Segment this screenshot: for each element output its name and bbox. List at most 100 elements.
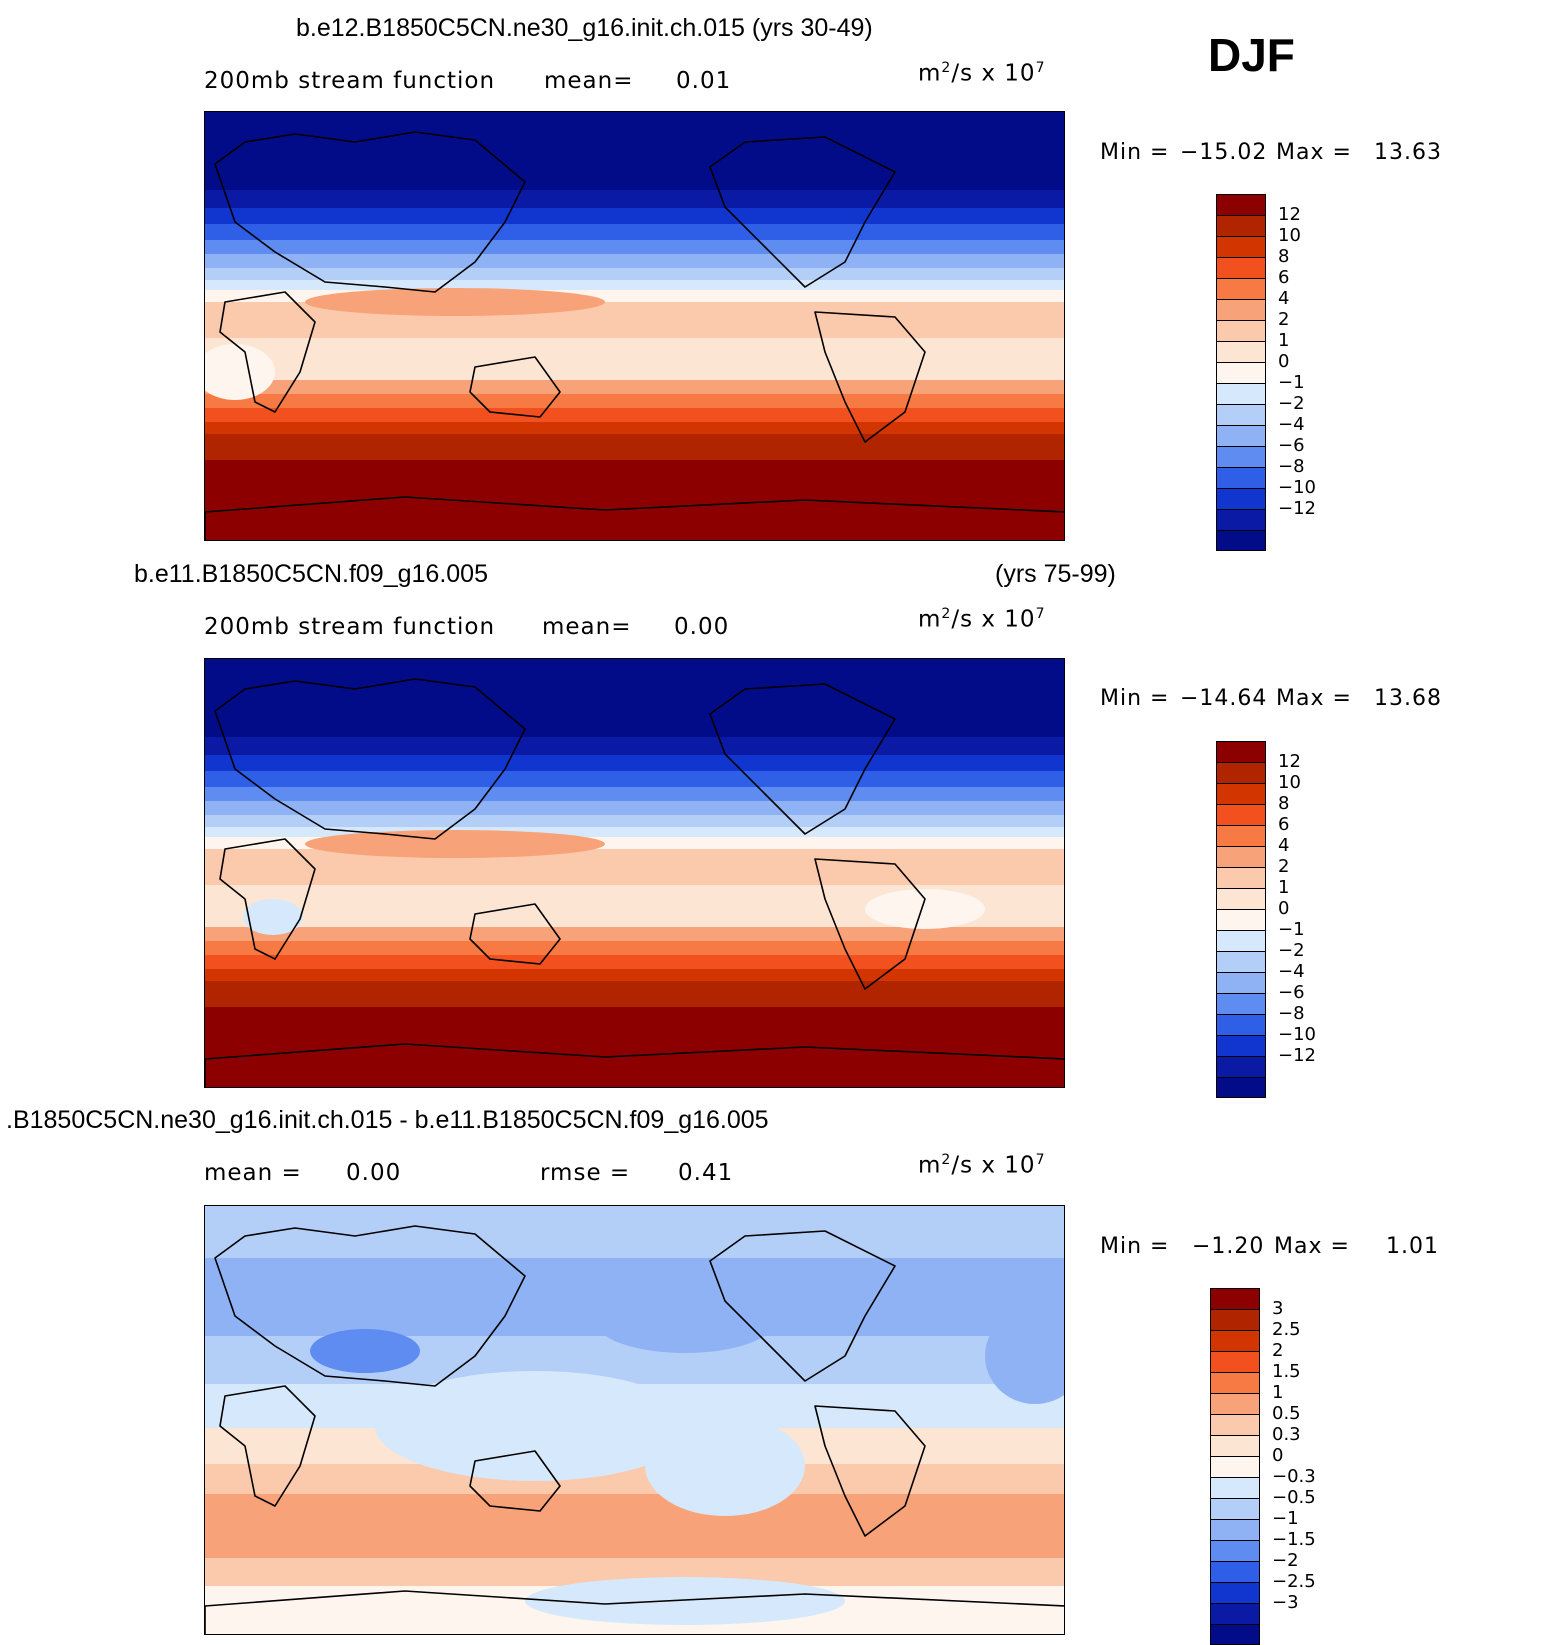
- colorbar-tick-label: 4: [1278, 835, 1290, 856]
- colorbar-swatch: [1210, 1540, 1260, 1561]
- colorbar-tick-label: 6: [1278, 267, 1290, 288]
- colorbar-tick-label: 0: [1278, 898, 1290, 919]
- colorbar-tick-label: 10: [1278, 225, 1301, 246]
- colorbar-swatch: [1216, 846, 1266, 867]
- colorbar-tick-label: 1: [1278, 330, 1290, 351]
- colorbar-tick-label: 12: [1278, 751, 1301, 772]
- colorbar-swatch: [1216, 341, 1266, 362]
- colorbar-swatch: [1216, 488, 1266, 509]
- colorbar-swatch: [1210, 1519, 1260, 1540]
- panel3-min-value: −1.20: [1192, 1234, 1265, 1259]
- colorbar-tick-label: 8: [1278, 246, 1290, 267]
- panel3-map: [204, 1205, 1065, 1635]
- colorbar-swatch: [1210, 1414, 1260, 1435]
- colorbar-swatch: [1216, 425, 1266, 446]
- panel2-min-label: Min =: [1100, 686, 1170, 711]
- colorbar-tick-label: 1: [1278, 877, 1290, 898]
- panel1-units: m2/s x 107: [918, 60, 1046, 87]
- panel1-mean-value: 0.01: [676, 68, 732, 94]
- colorbar-tick-label: 2: [1272, 1340, 1284, 1361]
- colorbar-tick-label: −6: [1278, 435, 1305, 456]
- colorbar-swatch: [1216, 1035, 1266, 1056]
- panel3-max-label: Max =: [1274, 1234, 1350, 1259]
- panel2-mean-label: mean=: [542, 614, 632, 640]
- colorbar-swatch: [1210, 1582, 1260, 1603]
- colorbar-swatch: [1216, 509, 1266, 530]
- colorbar-tick-label: −8: [1278, 1003, 1305, 1024]
- colorbar-tick-label: 1: [1272, 1382, 1284, 1403]
- colorbar-swatch: [1216, 762, 1266, 783]
- panel1-title: b.e12.B1850C5CN.ne30_g16.init.ch.015 (yr…: [296, 14, 873, 42]
- colorbar-tick-label: −1: [1278, 372, 1305, 393]
- colorbar-tick-label: 1.5: [1272, 1361, 1301, 1382]
- colorbar-swatch: [1216, 278, 1266, 299]
- panel2-field: 200mb stream function: [204, 614, 496, 640]
- panel2-map: [204, 658, 1065, 1088]
- panel2-max-label: Max =: [1276, 686, 1352, 711]
- colorbar-swatch: [1210, 1351, 1260, 1372]
- colorbar-swatch: [1216, 215, 1266, 236]
- colorbar-swatch: [1210, 1435, 1260, 1456]
- panel1-min-label: Min =: [1100, 140, 1170, 165]
- colorbar-swatch: [1210, 1372, 1260, 1393]
- colorbar-tick-label: −2.5: [1272, 1571, 1316, 1592]
- panel3-rmse-value: 0.41: [678, 1160, 734, 1186]
- panel2-title: b.e11.B1850C5CN.f09_g16.005: [134, 560, 488, 588]
- colorbar-frame: [1216, 741, 1266, 1098]
- season-label: DJF: [1208, 29, 1295, 81]
- colorbar-tick-label: 2: [1278, 856, 1290, 877]
- panel1-map-svg: [205, 112, 1064, 540]
- panel3-map-svg: [205, 1206, 1064, 1634]
- colorbar-tick-label: −10: [1278, 1024, 1316, 1045]
- colorbar-tick-label: −2: [1278, 940, 1305, 961]
- colorbar-tick-label: −2: [1272, 1550, 1299, 1571]
- colorbar-tick-label: 4: [1278, 288, 1290, 309]
- colorbar-tick-label: −4: [1278, 414, 1305, 435]
- colorbar-tick-label: −2: [1278, 393, 1305, 414]
- colorbar-swatch: [1210, 1498, 1260, 1519]
- panel3-mean-value: 0.00: [346, 1160, 402, 1186]
- colorbar-swatch: [1216, 888, 1266, 909]
- colorbar-tick-label: −1.5: [1272, 1529, 1316, 1550]
- colorbar-swatch: [1216, 783, 1266, 804]
- colorbar-tick-label: 10: [1278, 772, 1301, 793]
- panel3-rmse-label: rmse =: [540, 1160, 631, 1186]
- colorbar-swatch: [1216, 825, 1266, 846]
- panel1-min-value: −15.02: [1180, 140, 1268, 165]
- colorbar-tick-label: 2: [1278, 309, 1290, 330]
- colorbar-swatch: [1216, 362, 1266, 383]
- panel2-units: m2/s x 107: [918, 606, 1046, 633]
- panel1-mean-label: mean=: [544, 68, 634, 94]
- colorbar-swatch: [1210, 1309, 1260, 1330]
- colorbar-tick-label: 8: [1278, 793, 1290, 814]
- colorbar-swatch: [1216, 257, 1266, 278]
- colorbar-tick-label: 3: [1272, 1298, 1284, 1319]
- colorbar-swatch: [1210, 1456, 1260, 1477]
- colorbar-swatch: [1210, 1603, 1260, 1624]
- colorbar-tick-label: −4: [1278, 961, 1305, 982]
- colorbar-swatch: [1216, 951, 1266, 972]
- colorbar-tick-label: −8: [1278, 456, 1305, 477]
- colorbar-tick-label: −0.5: [1272, 1487, 1316, 1508]
- colorbar-swatch: [1210, 1561, 1260, 1582]
- colorbar-swatch: [1216, 446, 1266, 467]
- panel2-min-value: −14.64: [1180, 686, 1268, 711]
- colorbar-tick-label: 0.3: [1272, 1424, 1301, 1445]
- panel3-title: .B1850C5CN.ne30_g16.init.ch.015 - b.e11.…: [6, 1106, 769, 1134]
- colorbar-tick-label: −3: [1272, 1592, 1299, 1613]
- colorbar-swatch: [1216, 867, 1266, 888]
- colorbar-swatch: [1216, 236, 1266, 257]
- panel1-map: [204, 111, 1065, 541]
- colorbar-tick-label: −1: [1272, 1508, 1299, 1529]
- colorbar-tick-label: −1: [1278, 919, 1305, 940]
- colorbar-swatch: [1216, 804, 1266, 825]
- colorbar-swatch: [1216, 972, 1266, 993]
- panel2-title-years: (yrs 75-99): [995, 560, 1116, 588]
- colorbar-swatch: [1216, 320, 1266, 341]
- panel2-map-svg: [205, 659, 1064, 1087]
- colorbar-tick-label: 12: [1278, 204, 1301, 225]
- colorbar-tick-label: 0: [1272, 1445, 1284, 1466]
- panel3-mean-label: mean =: [204, 1160, 302, 1186]
- colorbar-tick-label: 6: [1278, 814, 1290, 835]
- colorbar-swatch: [1216, 530, 1266, 551]
